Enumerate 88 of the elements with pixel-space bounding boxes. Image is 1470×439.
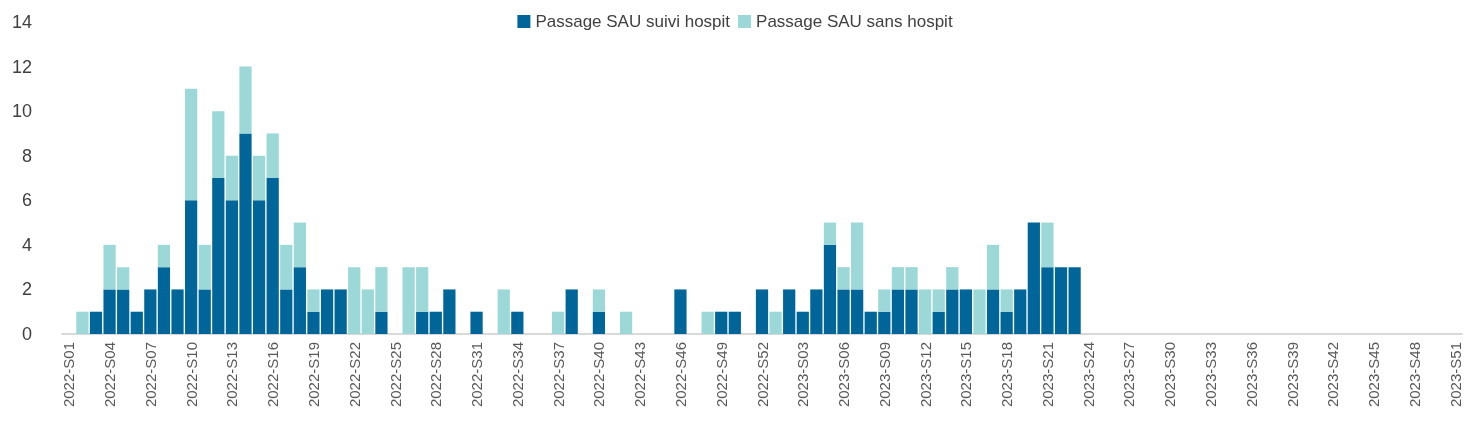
bar xyxy=(212,111,225,178)
bar xyxy=(416,311,429,334)
bar xyxy=(225,155,239,201)
bar xyxy=(973,289,986,334)
x-tick-label: 2022-S31 xyxy=(468,342,486,408)
bar xyxy=(307,289,320,312)
x-tick-label: 2022-S34 xyxy=(508,342,526,408)
x-tick-label: 2022-S40 xyxy=(590,342,608,408)
x-tick-label: 2022-S43 xyxy=(631,342,649,408)
x-tick-label: 2023-S51 xyxy=(1446,342,1464,408)
bar xyxy=(565,289,578,334)
bar xyxy=(76,311,89,334)
x-tick-label: 2023-S42 xyxy=(1324,342,1342,408)
y-tick-label: 8 xyxy=(21,145,32,166)
bar xyxy=(932,289,945,312)
y-tick-label: 6 xyxy=(21,190,32,211)
y-tick-label: 12 xyxy=(11,56,32,77)
bar xyxy=(252,155,266,201)
legend-label: Passage SAU suivi hospit xyxy=(535,12,731,31)
bar xyxy=(497,289,510,334)
x-tick-label: 2023-S15 xyxy=(957,342,975,408)
bar xyxy=(592,311,606,334)
bar xyxy=(348,267,361,334)
bar xyxy=(728,311,741,334)
x-tick-label: 2023-S03 xyxy=(794,342,812,408)
bar xyxy=(986,289,1000,334)
x-tick-label: 2022-S04 xyxy=(101,342,119,408)
bar xyxy=(701,311,714,334)
y-tick-label: 14 xyxy=(11,12,32,32)
legend-label: Passage SAU sans hospit xyxy=(756,12,953,31)
bar xyxy=(280,244,293,290)
bar xyxy=(619,311,633,334)
x-tick-label: 2023-S12 xyxy=(916,342,934,408)
bar xyxy=(592,289,606,312)
x-tick-label: 2023-S36 xyxy=(1242,342,1260,408)
x-tick-label: 2022-S10 xyxy=(182,342,200,408)
bar xyxy=(755,289,769,334)
bar xyxy=(511,311,524,334)
x-tick-label: 2022-S37 xyxy=(549,342,567,408)
x-tick-label: 2023-S39 xyxy=(1283,342,1301,408)
bar xyxy=(986,244,1000,290)
x-tick-label: 2022-S01 xyxy=(60,342,78,408)
y-tick-label: 10 xyxy=(11,101,32,122)
x-tick-label: 2022-S52 xyxy=(753,342,771,408)
bar xyxy=(1068,267,1081,334)
bar xyxy=(185,88,198,201)
x-tick-label: 2023-S09 xyxy=(875,342,893,408)
x-tick-label: 2023-S30 xyxy=(1161,342,1179,408)
x-tick-label: 2023-S33 xyxy=(1202,342,1220,408)
x-tick-label: 2023-S48 xyxy=(1405,342,1423,408)
bar xyxy=(959,289,972,334)
bar xyxy=(334,289,347,334)
bar xyxy=(783,289,796,334)
bar xyxy=(157,244,171,268)
x-tick-label: 2022-S25 xyxy=(386,342,404,408)
y-tick-label: 0 xyxy=(21,324,32,344)
bar xyxy=(1000,289,1013,312)
x-tick-label: 2023-S27 xyxy=(1120,342,1138,408)
bar xyxy=(715,311,728,334)
bar xyxy=(918,289,932,334)
y-tick-label: 4 xyxy=(21,234,32,255)
bar xyxy=(470,311,483,334)
bar xyxy=(1041,222,1054,268)
y-tick-label: 2 xyxy=(21,279,32,300)
x-tick-label: 2022-S13 xyxy=(223,342,241,408)
bar xyxy=(293,222,306,268)
bar xyxy=(769,311,782,334)
x-tick-label: 2023-S18 xyxy=(998,342,1016,408)
x-tick-label: 2022-S07 xyxy=(141,342,159,408)
bar xyxy=(823,222,837,245)
x-tick-label: 2023-S21 xyxy=(1038,342,1056,408)
x-tick-label: 2022-S19 xyxy=(304,342,322,408)
bar xyxy=(946,267,959,290)
bar xyxy=(375,311,388,334)
bar xyxy=(198,244,211,290)
x-tick-label: 2023-S45 xyxy=(1365,342,1383,408)
bar xyxy=(239,66,252,134)
bar xyxy=(878,289,891,312)
x-tick-label: 2022-S22 xyxy=(345,342,363,408)
bar xyxy=(266,133,279,178)
x-tick-label: 2022-S49 xyxy=(712,342,730,408)
x-tick-label: 2023-S24 xyxy=(1079,342,1097,408)
x-tick-label: 2022-S46 xyxy=(671,342,689,408)
x-tick-label: 2023-S06 xyxy=(835,342,853,408)
bar xyxy=(674,289,687,334)
bar xyxy=(552,311,565,334)
x-tick-label: 2022-S28 xyxy=(427,342,445,408)
x-tick-label: 2022-S16 xyxy=(264,342,282,408)
